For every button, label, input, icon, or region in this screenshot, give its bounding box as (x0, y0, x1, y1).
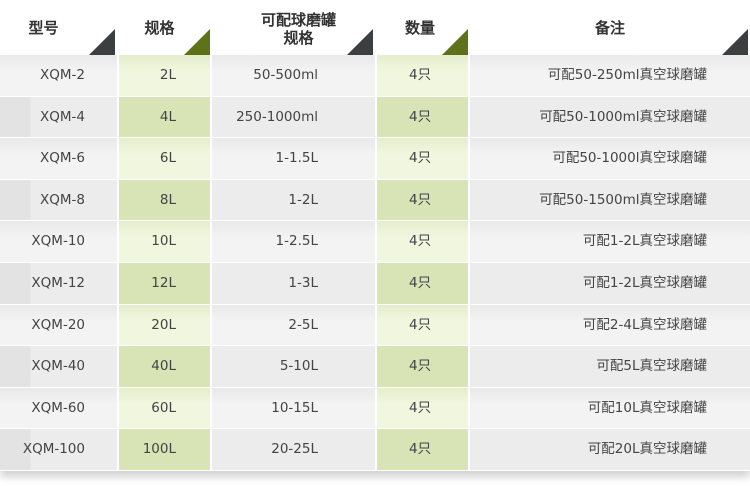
cell-qty: 4只 (375, 304, 470, 346)
cell-note: 可配50-1000l真空球磨罐 (552, 150, 707, 167)
cell-note: 可配20L真空球磨罐 (587, 441, 707, 458)
cell-jar-spec: 1-3L (288, 274, 318, 291)
cell-model: XQM-10 (31, 233, 85, 250)
cell-qty: 4只 (375, 387, 470, 429)
cell-spec: 10L (117, 221, 212, 262)
table-row: XQM-4 4L 250-1000ml 4只 可配50-1000ml真空球磨罐 (0, 96, 750, 139)
cell-model: XQM-100 (22, 441, 85, 458)
cell-qty: 4只 (375, 96, 470, 138)
cell-model: XQM-2 (40, 67, 85, 83)
cell-note: 可配1-2L真空球磨罐 (582, 233, 707, 250)
table-row: XQM-40 40L 5-10L 4只 可配5L真空球磨罐 (0, 346, 750, 388)
cell-jar-spec: 1-2.5L (275, 233, 318, 250)
table-row: XQM-60 60L 10-15L 4只 可配10L真空球磨罐 (0, 387, 750, 430)
cell-model: XQM-12 (31, 274, 85, 291)
header-note-label: 备注 (594, 19, 625, 37)
cell-qty: 4只 (375, 262, 470, 304)
cell-note: 可配50-1500ml真空球磨罐 (539, 191, 707, 208)
cell-qty: 4只 (375, 55, 470, 96)
corner-triangle-icon (184, 29, 210, 55)
header-qty: 数量 (375, 0, 470, 55)
cell-qty: 4只 (375, 221, 470, 262)
cell-spec: 8L (117, 179, 212, 221)
cell-model: XQM-20 (31, 316, 85, 333)
cell-jar-spec: 5-10L (279, 358, 318, 375)
corner-triangle-icon (347, 29, 373, 55)
cell-model: XQM-8 (40, 191, 85, 208)
cell-note: 可配10L真空球磨罐 (587, 399, 707, 416)
cell-spec: 40L (117, 346, 212, 387)
cell-jar-spec: 50-500ml (253, 67, 318, 83)
cell-note: 可配50-250ml真空球磨罐 (547, 67, 707, 83)
cell-spec: 2L (117, 55, 212, 96)
header-note: 备注 (470, 0, 750, 55)
table-row: XQM-6 6L 1-1.5L 4只 可配50-1000l真空球磨罐 (0, 138, 750, 180)
header-model-label: 型号 (28, 19, 59, 37)
cell-model: XQM-6 (40, 150, 85, 167)
cell-qty: 4只 (375, 429, 470, 470)
cell-model: XQM-40 (31, 358, 85, 375)
table-row: XQM-10 10L 1-2.5L 4只 可配1-2L真空球磨罐 (0, 221, 750, 263)
table-row: XQM-12 12L 1-3L 4只 可配1-2L真空球磨罐 (0, 262, 750, 305)
cell-spec: 6L (117, 138, 212, 179)
table-row: XQM-100 100L 20-25L 4只 可配20L真空球磨罐 (0, 429, 750, 471)
cell-jar-spec: 1-1.5L (275, 150, 318, 167)
table-row: XQM-2 2L 50-500ml 4只 可配50-250ml真空球磨罐 (0, 55, 750, 97)
cell-note: 可配50-1000ml真空球磨罐 (539, 108, 707, 125)
cell-note: 可配2-4L真空球磨罐 (582, 316, 707, 333)
cell-qty: 4只 (375, 179, 470, 221)
header-jar-label-line1: 可配球磨罐 (260, 11, 336, 29)
cell-jar-spec: 2-5L (288, 316, 318, 333)
cell-spec: 60L (117, 387, 212, 429)
cell-qty: 4只 (375, 138, 470, 179)
cell-note: 可配5L真空球磨罐 (596, 358, 707, 375)
cell-spec: 12L (117, 262, 212, 304)
cell-spec: 100L (117, 429, 212, 470)
cell-spec: 20L (117, 304, 212, 346)
header-model: 型号 (0, 0, 117, 55)
cell-spec: 4L (117, 96, 212, 138)
table-header: 型号 规格 可配球磨罐 规格 数量 备注 (0, 0, 750, 55)
corner-triangle-icon (722, 29, 748, 55)
cell-jar-spec: 1-2L (288, 191, 318, 208)
cell-model: XQM-4 (40, 108, 85, 125)
cell-jar-spec: 20-25L (271, 441, 318, 458)
table-row: XQM-20 20L 2-5L 4只 可配2-4L真空球磨罐 (0, 304, 750, 347)
cell-jar-spec: 10-15L (271, 399, 318, 416)
cell-note: 可配1-2L真空球磨罐 (582, 274, 707, 291)
header-spec: 规格 (117, 0, 212, 55)
header-jar: 可配球磨罐 规格 (212, 0, 375, 55)
cell-jar-spec: 250-1000ml (236, 108, 318, 125)
corner-triangle-icon (442, 29, 468, 55)
header-jar-label-line2: 规格 (283, 29, 314, 47)
corner-triangle-icon (89, 29, 115, 55)
cell-qty: 4只 (375, 346, 470, 387)
header-qty-label: 数量 (404, 19, 435, 37)
header-spec-label: 规格 (144, 19, 175, 37)
cell-model: XQM-60 (31, 399, 85, 416)
table-row: XQM-8 8L 1-2L 4只 可配50-1500ml真空球磨罐 (0, 179, 750, 222)
table-body: XQM-2 2L 50-500ml 4只 可配50-250ml真空球磨罐 XQM-4 4L 2… (0, 55, 750, 471)
